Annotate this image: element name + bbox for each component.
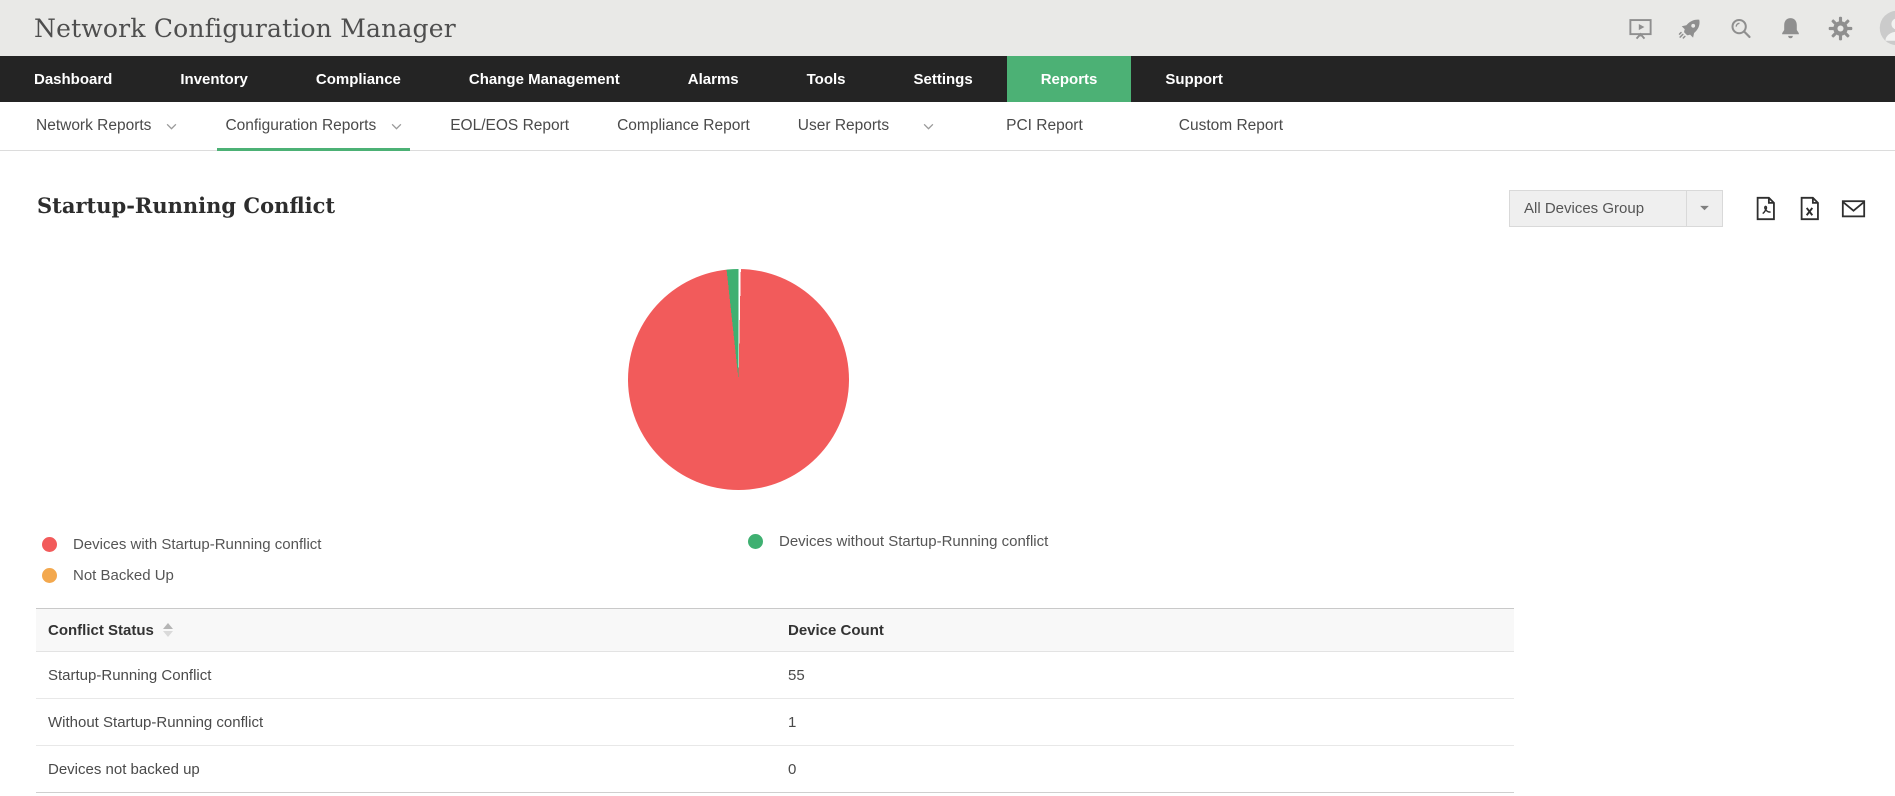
chevron-down-icon bbox=[166, 123, 177, 130]
nav-item-change-management[interactable]: Change Management bbox=[468, 70, 620, 88]
startup-running-conflict-pie-chart bbox=[628, 269, 849, 490]
column-header-conflict-status[interactable]: Conflict Status bbox=[48, 622, 788, 639]
legend-label: Devices with Startup-Running conflict bbox=[73, 536, 322, 553]
legend-dot-orange bbox=[42, 568, 57, 583]
nav-item-inventory[interactable]: Inventory bbox=[180, 70, 248, 88]
nav-item-compliance[interactable]: Compliance bbox=[315, 70, 401, 88]
rocket-icon[interactable] bbox=[1677, 15, 1704, 42]
cell-status: Startup-Running Conflict bbox=[48, 666, 212, 684]
topbar: Network Configuration Manager bbox=[0, 0, 1895, 56]
cell-count: 0 bbox=[788, 760, 797, 778]
legend-item-not-backed-up[interactable]: Not Backed Up bbox=[42, 567, 174, 584]
cell-status: Devices not backed up bbox=[48, 760, 200, 778]
column-label: Device Count bbox=[788, 621, 884, 639]
bell-icon[interactable] bbox=[1777, 15, 1804, 42]
export-excel-icon[interactable] bbox=[1796, 195, 1823, 222]
subnav-label: Compliance Report bbox=[617, 117, 750, 134]
main-nav: Dashboard Inventory Compliance Change Ma… bbox=[0, 56, 1895, 102]
table-row: Without Startup-Running conflict 1 bbox=[36, 699, 1514, 746]
nav-item-dashboard[interactable]: Dashboard bbox=[34, 70, 113, 88]
report-toolbar: All Devices Group bbox=[1509, 190, 1867, 227]
search-icon[interactable] bbox=[1727, 15, 1754, 42]
subnav-label: EOL/EOS Report bbox=[450, 117, 570, 134]
nav-item-support[interactable]: Support bbox=[1165, 70, 1223, 88]
subnav-item-eol-eos-report[interactable]: EOL/EOS Report bbox=[450, 102, 569, 150]
legend-label: Devices without Startup-Running conflict bbox=[779, 533, 1049, 550]
nav-item-tools[interactable]: Tools bbox=[806, 70, 846, 88]
sub-nav: Network Reports Configuration Reports EO… bbox=[0, 102, 1895, 151]
subnav-label: Configuration Reports bbox=[225, 117, 377, 134]
legend-label: Not Backed Up bbox=[73, 567, 174, 584]
column-header-device-count: Device Count bbox=[788, 622, 1514, 639]
chart-legend: Devices with Startup-Running conflict No… bbox=[0, 533, 1895, 598]
subnav-item-configuration-reports[interactable]: Configuration Reports bbox=[217, 102, 410, 151]
sort-icon bbox=[162, 623, 173, 637]
legend-item-with-conflict[interactable]: Devices with Startup-Running conflict bbox=[42, 536, 321, 553]
subnav-label: Custom Report bbox=[1178, 117, 1284, 134]
subnav-item-user-reports[interactable]: User Reports bbox=[798, 102, 934, 150]
export-pdf-icon[interactable] bbox=[1752, 195, 1779, 222]
cell-count: 55 bbox=[788, 666, 805, 684]
avatar[interactable] bbox=[1879, 10, 1895, 46]
legend-dot-green bbox=[748, 534, 763, 549]
device-group-value: All Devices Group bbox=[1524, 200, 1645, 217]
nav-item-alarms[interactable]: Alarms bbox=[687, 70, 739, 88]
subnav-label: User Reports bbox=[797, 117, 890, 134]
table-header: Conflict Status Device Count bbox=[36, 608, 1514, 652]
app-title: Network Configuration Manager bbox=[34, 13, 456, 43]
cell-count: 1 bbox=[788, 713, 797, 731]
export-email-icon[interactable] bbox=[1840, 195, 1867, 222]
conflict-status-table: Conflict Status Device Count Startup-Run… bbox=[36, 608, 1514, 793]
subnav-item-pci-report[interactable]: PCI Report bbox=[1006, 102, 1083, 150]
legend-dot-red bbox=[42, 537, 57, 552]
column-label: Conflict Status bbox=[48, 621, 154, 639]
page-title: Startup-Running Conflict bbox=[37, 193, 336, 218]
subnav-item-custom-report[interactable]: Custom Report bbox=[1179, 102, 1283, 150]
subnav-item-network-reports[interactable]: Network Reports bbox=[36, 102, 177, 150]
cell-status: Without Startup-Running conflict bbox=[48, 713, 264, 731]
nav-item-settings[interactable]: Settings bbox=[913, 70, 973, 88]
device-group-select[interactable]: All Devices Group bbox=[1509, 190, 1723, 227]
chevron-down-icon bbox=[391, 123, 402, 130]
subnav-label: PCI Report bbox=[1006, 117, 1083, 134]
chevron-down-icon bbox=[923, 123, 934, 130]
subnav-label: Network Reports bbox=[36, 117, 152, 134]
table-row: Startup-Running Conflict 55 bbox=[36, 652, 1514, 699]
gear-icon[interactable] bbox=[1827, 15, 1854, 42]
presentation-play-icon[interactable] bbox=[1627, 15, 1654, 42]
topbar-icons bbox=[1627, 10, 1895, 46]
subnav-item-compliance-report[interactable]: Compliance Report bbox=[617, 102, 750, 150]
nav-item-reports[interactable]: Reports bbox=[1006, 56, 1132, 102]
chevron-down-icon bbox=[1686, 191, 1722, 226]
legend-item-without-conflict[interactable]: Devices without Startup-Running conflict bbox=[748, 533, 1048, 550]
table-row: Devices not backed up 0 bbox=[36, 746, 1514, 793]
